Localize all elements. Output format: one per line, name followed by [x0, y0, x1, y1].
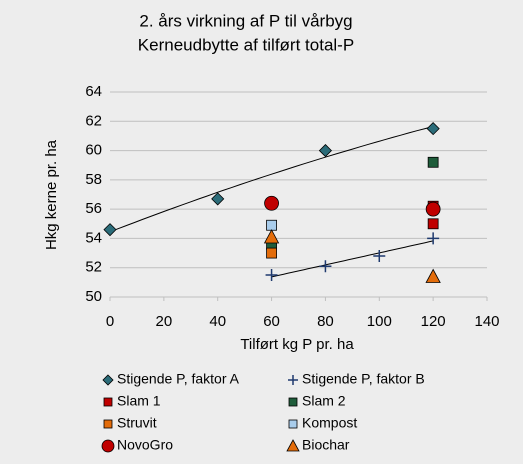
legend-marker [288, 419, 298, 429]
marker [318, 144, 332, 158]
trendline [271, 240, 434, 278]
marker [266, 247, 277, 259]
marker [427, 156, 439, 168]
marker [266, 219, 277, 231]
x-tick-label: 40 [209, 313, 226, 330]
legend-label: Biochar [302, 437, 350, 453]
legend-label: Kompost [302, 415, 357, 431]
chart-title: 2. års virkning af P til vårbyg [139, 11, 352, 30]
y-tick-label: 54 [85, 229, 102, 246]
marker [427, 218, 439, 230]
x-tick-label: 60 [263, 313, 280, 330]
legend-label: Stigende P, faktor B [302, 371, 425, 387]
y-tick-label: 50 [85, 288, 102, 305]
legend-label: Slam 2 [302, 393, 346, 409]
legend-marker [103, 419, 113, 429]
marker [425, 201, 441, 217]
y-tick-label: 60 [85, 142, 102, 159]
x-tick-label: 140 [474, 313, 499, 330]
legend-marker [288, 397, 298, 407]
legend-marker [102, 374, 114, 386]
legend-label: Struvit [117, 415, 157, 431]
x-tick-label: 0 [106, 313, 114, 330]
y-tick-label: 52 [85, 259, 102, 276]
marker [426, 122, 440, 136]
legend-label: NovoGro [117, 437, 173, 453]
y-tick-label: 64 [85, 83, 102, 100]
y-axis-label: Hkg kerne pr. ha [43, 139, 60, 250]
legend-marker [101, 439, 115, 453]
x-tick-label: 100 [367, 313, 392, 330]
x-tick-label: 20 [156, 313, 173, 330]
legend-marker [288, 375, 298, 385]
y-tick-label: 62 [85, 112, 102, 129]
marker [265, 269, 278, 282]
marker [425, 268, 441, 283]
marker [103, 223, 117, 237]
y-tick-label: 58 [85, 171, 102, 188]
x-tick-label: 120 [421, 313, 446, 330]
marker [427, 232, 440, 245]
trendline [109, 125, 434, 233]
legend-marker [103, 397, 113, 407]
marker [319, 260, 332, 273]
legend-marker [286, 439, 300, 452]
marker [264, 195, 279, 211]
marker [263, 229, 280, 244]
chart-subtitle: Kerneudbytte af tilført total-P [138, 35, 354, 54]
marker [211, 192, 225, 206]
legend-label: Stigende P, faktor A [117, 371, 240, 387]
y-tick-label: 56 [85, 200, 102, 217]
marker [373, 250, 386, 262]
x-axis-label: Tilført kg P pr. ha [240, 336, 354, 353]
legend-label: Slam 1 [117, 393, 161, 409]
x-tick-label: 80 [317, 313, 334, 330]
